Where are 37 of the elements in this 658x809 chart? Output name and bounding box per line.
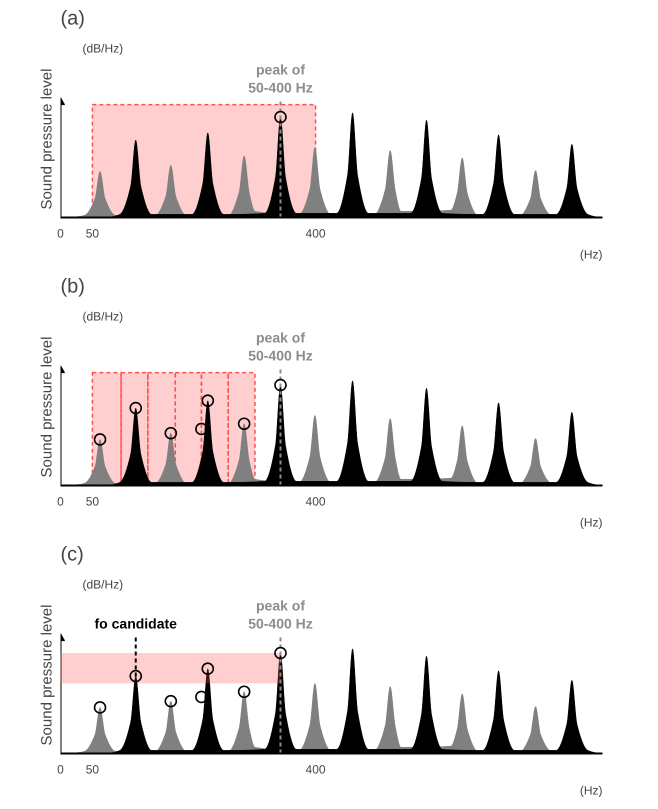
point bbox=[164, 426, 178, 440]
x-tick-label: 0 bbox=[57, 226, 64, 240]
ref-line-label: peak of 50-400 Hz bbox=[248, 329, 313, 364]
chart-title: (b) bbox=[60, 276, 85, 298]
text: (dB/Hz) bbox=[82, 42, 124, 56]
point bbox=[129, 402, 142, 414]
y-axis-title: Sound pressure level bbox=[38, 336, 56, 478]
ref-line-label: fo candidate bbox=[94, 615, 178, 632]
point bbox=[94, 701, 106, 714]
point bbox=[164, 694, 178, 708]
point bbox=[94, 433, 106, 446]
y-axis-title: Sound pressure level bbox=[38, 604, 56, 746]
point bbox=[274, 646, 287, 660]
y-axis-title: Sound pressure level bbox=[38, 68, 56, 210]
point bbox=[238, 417, 250, 430]
x-axis-title: (Hz) bbox=[580, 248, 603, 262]
x-tick-label: 0 bbox=[57, 494, 64, 508]
chart-title: (c) bbox=[60, 544, 84, 566]
x-tick-label: 50 bbox=[86, 494, 100, 508]
text: (dB/Hz) bbox=[82, 578, 124, 592]
ref-line-label: peak of 50-400 Hz bbox=[248, 597, 313, 632]
point bbox=[274, 378, 287, 392]
x-tick-label: 0 bbox=[57, 762, 64, 776]
x-tick-label: 400 bbox=[306, 226, 326, 240]
x-axis-title: (Hz) bbox=[580, 516, 603, 530]
x-tick-label: 50 bbox=[86, 762, 100, 776]
x-tick-label: 50 bbox=[86, 226, 100, 240]
x-tick-label: 400 bbox=[306, 494, 326, 508]
text: (dB/Hz) bbox=[82, 310, 124, 324]
point bbox=[201, 662, 214, 676]
x-tick-label: 400 bbox=[306, 762, 326, 776]
x-axis-title: (Hz) bbox=[580, 784, 603, 798]
point bbox=[129, 670, 142, 682]
chart-title: (a) bbox=[60, 8, 85, 30]
ref-line-label: peak of 50-400 Hz bbox=[248, 61, 313, 96]
point bbox=[201, 394, 214, 408]
point bbox=[238, 685, 250, 698]
